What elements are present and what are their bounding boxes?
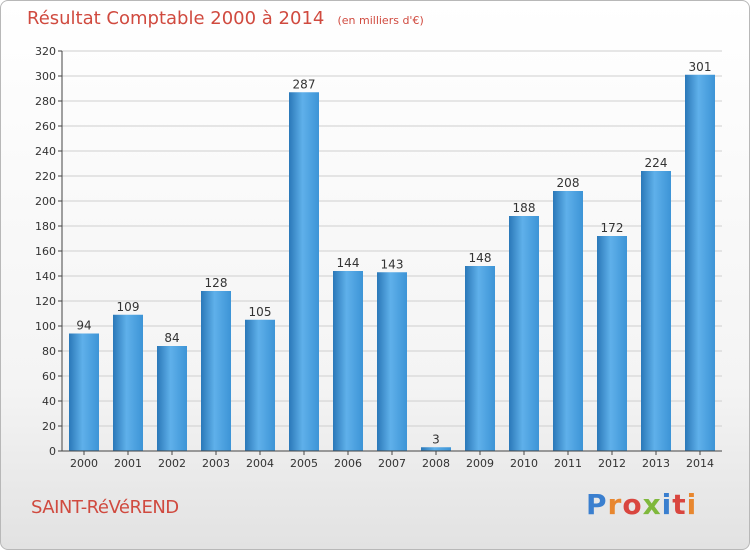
- bar-2006: [333, 271, 363, 451]
- data-label: 188: [513, 201, 536, 215]
- y-tick-label: 260: [35, 120, 56, 133]
- bar-2012: [597, 236, 627, 451]
- data-label: 208: [557, 176, 580, 190]
- x-tick-label: 2011: [554, 457, 582, 470]
- x-tick-label: 2007: [378, 457, 406, 470]
- logo-letter: o: [622, 488, 643, 521]
- bar-2001: [113, 314, 143, 451]
- data-label: 105: [249, 305, 272, 319]
- data-label: 143: [381, 257, 404, 271]
- y-tick-label: 140: [35, 270, 56, 283]
- y-tick-label: 200: [35, 195, 56, 208]
- location-name: SAINT-RéVéREND: [31, 497, 179, 518]
- y-tick-label: 60: [42, 370, 56, 383]
- data-label: 172: [601, 221, 624, 235]
- y-tick-label: 100: [35, 320, 56, 333]
- bar-2010: [509, 216, 539, 451]
- x-tick-label: 2009: [466, 457, 494, 470]
- data-label: 287: [293, 77, 316, 91]
- x-tick-label: 2004: [246, 457, 274, 470]
- proxiti-logo: Proxiti: [586, 488, 697, 521]
- bar-2004: [245, 319, 275, 451]
- bar-2002: [157, 346, 187, 451]
- data-label: 224: [645, 156, 668, 170]
- y-tick-label: 320: [35, 45, 56, 58]
- y-tick-label: 300: [35, 70, 56, 83]
- y-tick-label: 180: [35, 220, 56, 233]
- x-tick-label: 2008: [422, 457, 450, 470]
- logo-letter: P: [586, 488, 608, 521]
- x-tick-label: 2001: [114, 457, 142, 470]
- chart-title: Résultat Comptable 2000 à 2014: [27, 8, 325, 29]
- bar-2011: [553, 191, 583, 451]
- data-label: 84: [164, 331, 179, 345]
- axes: [58, 50, 722, 455]
- logo-letter: x: [642, 488, 662, 521]
- data-label: 148: [469, 251, 492, 265]
- bar-2013: [641, 171, 671, 451]
- labels: 0 20 40 60 80 100 120 140 160 180 200 220 240 260 280 3…: [35, 45, 714, 470]
- y-tick-label: 40: [42, 395, 56, 408]
- logo-letter: t: [672, 488, 687, 521]
- x-tick-label: 2010: [510, 457, 538, 470]
- data-label: 3: [432, 432, 440, 446]
- bars: [69, 74, 715, 451]
- x-tick-label: 2005: [290, 457, 318, 470]
- data-label: 144: [337, 256, 360, 270]
- bar-2014: [685, 74, 715, 451]
- bar-2007: [377, 272, 407, 451]
- x-tick-label: 2000: [70, 457, 98, 470]
- x-tick-label: 2002: [158, 457, 186, 470]
- logo-letter: i: [661, 488, 673, 521]
- y-tick-label: 20: [42, 420, 56, 433]
- x-tick-label: 2012: [598, 457, 626, 470]
- x-tick-label: 2014: [686, 457, 714, 470]
- data-label: 109: [117, 300, 140, 314]
- y-tick-label: 120: [35, 295, 56, 308]
- bar-2005: [289, 92, 319, 451]
- y-tick-label: 280: [35, 95, 56, 108]
- bar-2000: [69, 333, 99, 451]
- chart-subtitle: (en milliers d'€): [337, 14, 424, 27]
- y-tick-label: 160: [35, 245, 56, 258]
- x-tick-label: 2013: [642, 457, 670, 470]
- y-tick-label: 220: [35, 170, 56, 183]
- y-tick-label: 80: [42, 345, 56, 358]
- y-tick-label: 0: [49, 445, 56, 458]
- bar-2003: [201, 291, 231, 451]
- data-label: 128: [205, 276, 228, 290]
- logo-letter: i: [686, 488, 698, 521]
- logo-letter: r: [607, 488, 623, 521]
- x-tick-label: 2003: [202, 457, 230, 470]
- bar-2008: [421, 447, 451, 451]
- data-label: 94: [76, 319, 91, 333]
- x-tick-label: 2006: [334, 457, 362, 470]
- title-row: Résultat Comptable 2000 à 2014 (en milli…: [27, 8, 424, 29]
- data-label: 301: [689, 60, 712, 74]
- y-tick-label: 240: [35, 145, 56, 158]
- bar-2009: [465, 266, 495, 451]
